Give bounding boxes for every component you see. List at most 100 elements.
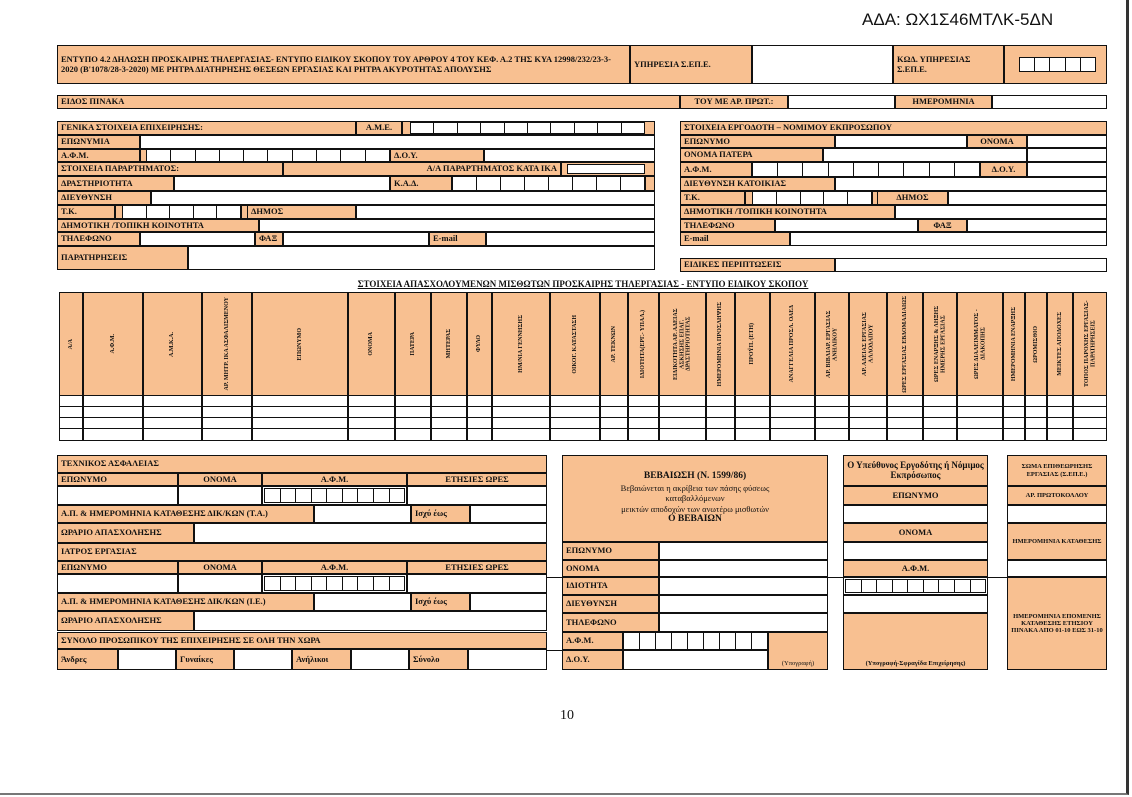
table-cell[interactable]: [957, 428, 1003, 441]
digit-box[interactable]: [551, 123, 575, 133]
cert-address-field[interactable]: [659, 595, 828, 613]
digit-box[interactable]: [220, 150, 245, 161]
table-cell[interactable]: [59, 428, 83, 441]
digit-box[interactable]: [196, 150, 220, 161]
company-address-field[interactable]: [151, 191, 655, 205]
company-phone-field[interactable]: [140, 232, 255, 246]
date-field[interactable]: [992, 95, 1107, 109]
digit-box[interactable]: [777, 192, 801, 204]
digit-box[interactable]: [549, 177, 573, 190]
digit-box[interactable]: [1035, 58, 1051, 71]
digit-box[interactable]: [924, 580, 940, 592]
digit-box[interactable]: [656, 633, 672, 649]
safety-name-field[interactable]: [178, 486, 262, 505]
employer-surname-field[interactable]: [835, 135, 967, 148]
digit-box[interactable]: [672, 633, 688, 649]
employer-address-field[interactable]: [835, 177, 1107, 191]
protocol-field[interactable]: [788, 95, 895, 109]
digit-box[interactable]: [893, 580, 909, 592]
women-field[interactable]: [234, 649, 292, 670]
digit-box[interactable]: [343, 577, 359, 590]
company-fax-field[interactable]: [283, 232, 429, 246]
digit-box[interactable]: [296, 489, 312, 502]
digit-box[interactable]: [752, 633, 767, 649]
cert-phone-field[interactable]: [659, 613, 828, 632]
safety-hours-field[interactable]: [407, 486, 547, 505]
digit-box[interactable]: [829, 163, 854, 176]
minors-field[interactable]: [351, 649, 409, 670]
digit-box[interactable]: [778, 163, 804, 176]
digit-box[interactable]: [955, 580, 971, 592]
digit-box[interactable]: [390, 489, 405, 502]
digit-box[interactable]: [268, 150, 293, 161]
digit-box[interactable]: [1081, 58, 1095, 71]
employer-extra-field[interactable]: [1027, 148, 1107, 162]
responsible-extra-field[interactable]: [843, 595, 988, 613]
digit-box[interactable]: [147, 150, 172, 161]
digit-box[interactable]: [265, 577, 281, 590]
doctor-hours-field[interactable]: [407, 574, 547, 593]
cert-capacity-field[interactable]: [659, 577, 828, 595]
employer-fax-field[interactable]: [967, 219, 1107, 232]
table-cell[interactable]: [348, 428, 395, 441]
digit-box[interactable]: [621, 177, 644, 190]
digit-box[interactable]: [622, 123, 644, 133]
digit-box[interactable]: [688, 633, 704, 649]
digit-box[interactable]: [824, 192, 849, 204]
men-field[interactable]: [118, 649, 176, 670]
table-cell[interactable]: [770, 428, 815, 441]
digit-box[interactable]: [244, 150, 269, 161]
digit-box[interactable]: [803, 163, 829, 176]
employer-doy-field[interactable]: [1027, 162, 1107, 177]
digit-box[interactable]: [366, 150, 389, 161]
table-cell[interactable]: [735, 428, 770, 441]
table-cell[interactable]: [1073, 428, 1107, 441]
table-cell[interactable]: [202, 428, 252, 441]
digit-box[interactable]: [123, 206, 147, 218]
doctor-valid-field[interactable]: [470, 593, 547, 611]
remarks-field[interactable]: [188, 246, 655, 270]
cert-name-field[interactable]: [659, 560, 828, 577]
digit-box[interactable]: [624, 633, 640, 649]
table-cell[interactable]: [659, 428, 706, 441]
digit-box[interactable]: [598, 123, 622, 133]
safety-schedule-field[interactable]: [194, 523, 547, 543]
digit-box[interactable]: [481, 123, 505, 133]
digit-box[interactable]: [281, 577, 297, 590]
digit-box[interactable]: [390, 577, 405, 590]
table-cell[interactable]: [600, 428, 628, 441]
table-cell[interactable]: [923, 428, 957, 441]
digit-box[interactable]: [501, 177, 525, 190]
company-doy-field[interactable]: [484, 149, 655, 162]
digit-box[interactable]: [458, 123, 482, 133]
table-cell[interactable]: [628, 428, 659, 441]
digit-box[interactable]: [374, 489, 390, 502]
digit-box[interactable]: [848, 192, 871, 204]
digit-box[interactable]: [1066, 58, 1081, 71]
digit-box[interactable]: [358, 489, 374, 502]
digit-box[interactable]: [908, 580, 924, 592]
doctor-schedule-field[interactable]: [194, 611, 547, 631]
digit-box[interactable]: [955, 163, 979, 176]
safety-surname-field[interactable]: [57, 486, 178, 505]
digit-box[interactable]: [312, 577, 328, 590]
doctor-surname-field[interactable]: [57, 574, 178, 593]
safety-valid-field[interactable]: [470, 505, 547, 523]
responsible-surname-field[interactable]: [843, 505, 988, 523]
table-cell[interactable]: [1047, 428, 1073, 441]
digit-box[interactable]: [720, 633, 736, 649]
digit-box[interactable]: [327, 489, 343, 502]
digit-box[interactable]: [879, 163, 905, 176]
digit-box[interactable]: [453, 177, 477, 190]
digit-box[interactable]: [171, 150, 196, 161]
table-cell[interactable]: [706, 428, 735, 441]
digit-box[interactable]: [312, 489, 328, 502]
table-cell[interactable]: [395, 428, 431, 441]
digit-box[interactable]: [801, 192, 825, 204]
digit-box[interactable]: [341, 150, 366, 161]
digit-box[interactable]: [147, 206, 171, 218]
digit-box[interactable]: [753, 163, 779, 176]
company-community-field[interactable]: [259, 219, 655, 232]
digit-box[interactable]: [877, 580, 893, 592]
digit-box[interactable]: [640, 633, 656, 649]
